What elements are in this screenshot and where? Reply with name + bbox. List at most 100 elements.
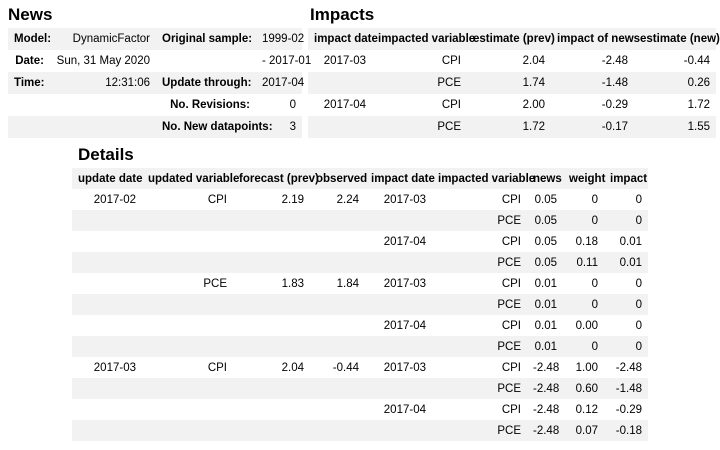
table-cell: CPI — [207, 193, 227, 206]
table-row: PCE 0.05 0.11 0.01 — [72, 252, 648, 273]
table-cell: PCE — [497, 298, 521, 311]
table-cell: -1.48 — [615, 382, 642, 395]
column-header: weight — [569, 172, 606, 185]
table-cell: 2017-03 — [93, 361, 136, 374]
table-cell — [142, 420, 233, 441]
news-title: News — [8, 5, 53, 24]
table-cell: -2.48 — [533, 382, 560, 395]
table-cell: -0.18 — [615, 424, 642, 437]
table-cell: 2.04 — [522, 55, 545, 67]
table-cell: 1.72 — [687, 99, 710, 111]
table-cell: CPI — [501, 319, 521, 332]
table-cell: 0.01 — [619, 256, 642, 269]
table-cell — [308, 116, 372, 138]
table-cell — [72, 378, 142, 399]
table-cell: 1.00 — [575, 361, 598, 374]
table-cell: 2017-02 — [93, 193, 136, 206]
table-cell: 2017-04 — [383, 235, 426, 248]
column-header: observed — [316, 172, 368, 185]
table-cell: CPI — [501, 235, 521, 248]
field-value: 2017-04 — [262, 77, 305, 89]
table-row: PCE 0.01 0 0 — [72, 336, 648, 357]
table-cell — [72, 420, 142, 441]
table-row: 2017-03 CPI 2.04 -2.48 -0.44 — [308, 50, 716, 72]
table-cell: 2.04 — [281, 361, 304, 374]
table-row: PCE 1.83 1.84 2017-03 CPI 0.01 0 0 — [72, 273, 648, 294]
column-header: impact date — [314, 33, 378, 45]
table-cell: 0.26 — [687, 77, 710, 89]
table-cell: -2.48 — [533, 424, 560, 437]
table-row: Model: DynamicFactor Original sample: 1999-… — [8, 28, 305, 50]
table-row: No. Revisions: 0 — [8, 94, 302, 116]
details-table-body: update date updated variable forecast (pre… — [72, 168, 648, 441]
table-cell: 0.05 — [534, 193, 557, 206]
table-cell — [72, 336, 142, 357]
field-value: 3 — [289, 121, 296, 133]
table-cell: 2017-04 — [323, 99, 366, 111]
field-value — [50, 116, 156, 138]
table-row: 2017-04 CPI 0.05 0.18 0.01 — [72, 231, 648, 252]
field-label: No. Revisions: — [170, 99, 250, 111]
table-cell — [233, 399, 310, 420]
table-cell — [72, 210, 142, 231]
table-cell: 0.01 — [534, 277, 557, 290]
table-cell — [310, 336, 365, 357]
table-cell — [233, 336, 310, 357]
table-row: 2017-04 CPI -2.48 0.12 -0.29 — [72, 399, 648, 420]
table-cell — [233, 315, 310, 336]
table-cell — [310, 252, 365, 273]
table-cell — [233, 294, 310, 315]
table-cell: 0 — [591, 277, 598, 290]
table-cell: -0.44 — [332, 361, 359, 374]
table-cell — [142, 252, 233, 273]
impacts-table: impact date impacted variable estimate (pr… — [308, 28, 720, 138]
table-cell: PCE — [497, 424, 521, 437]
table-row: PCE 1.74 -1.48 0.26 — [308, 72, 716, 94]
table-cell — [72, 399, 142, 420]
table-row: PCE 0.01 0 0 — [72, 294, 648, 315]
table-cell: 0 — [591, 340, 598, 353]
table-cell — [310, 210, 365, 231]
table-cell: 0.60 — [575, 382, 598, 395]
table-cell — [233, 210, 310, 231]
field-value: 1999-02 — [262, 33, 305, 45]
table-cell — [142, 336, 233, 357]
field-label: Update through: — [162, 77, 252, 89]
table-row: Time: 12:31:06 Update through: 2017-04 — [8, 72, 305, 94]
table-cell: 2.19 — [281, 193, 304, 206]
impacts-table-body: impact date impacted variable estimate (pr… — [308, 28, 720, 138]
table-cell — [310, 378, 365, 399]
field-label — [8, 116, 50, 138]
table-cell: 0.05 — [534, 214, 557, 227]
table-cell: 0.05 — [534, 256, 557, 269]
table-cell: 0.11 — [576, 256, 598, 269]
table-cell: 2017-03 — [383, 193, 426, 206]
table-cell: 0 — [591, 214, 598, 227]
field-value — [50, 94, 156, 116]
table-row: 2017-04 CPI 2.00 -0.29 1.72 — [308, 94, 716, 116]
details-title: Details — [78, 145, 134, 164]
table-cell: -0.29 — [601, 99, 628, 111]
table-cell: 1.84 — [336, 277, 359, 290]
table-cell: 2017-03 — [323, 55, 366, 67]
table-cell — [142, 315, 233, 336]
field-label — [156, 50, 256, 72]
table-cell: PCE — [497, 256, 521, 269]
field-label: Time: — [14, 77, 45, 89]
field-value: 12:31:06 — [105, 77, 150, 89]
table-cell: 0.01 — [534, 298, 557, 311]
table-cell: 0.01 — [534, 340, 557, 353]
table-cell: 2017-04 — [383, 403, 426, 416]
field-label: No. New datapoints: — [162, 121, 273, 133]
column-header: update date — [78, 172, 143, 185]
table-cell: PCE — [497, 382, 521, 395]
table-cell — [365, 294, 432, 315]
table-cell: PCE — [437, 77, 461, 89]
table-row: PCE 0.05 0 0 — [72, 210, 648, 231]
table-cell: 2017-04 — [383, 319, 426, 332]
field-label — [8, 94, 50, 116]
table-cell — [310, 420, 365, 441]
table-cell — [72, 294, 142, 315]
table-cell: 0 — [635, 298, 642, 311]
table-cell: CPI — [207, 361, 227, 374]
